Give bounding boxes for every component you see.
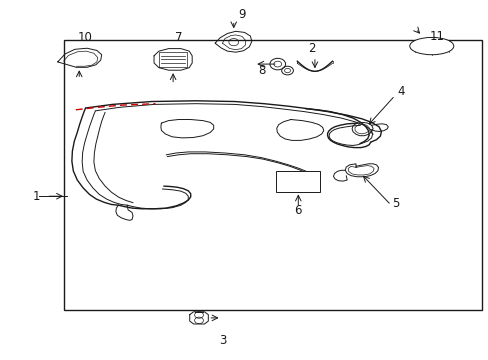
Text: 11: 11	[429, 30, 444, 42]
Text: 5: 5	[391, 197, 399, 210]
Ellipse shape	[409, 37, 453, 55]
Text: 9: 9	[238, 8, 245, 21]
Text: 3: 3	[218, 334, 226, 347]
Text: 2: 2	[307, 42, 315, 55]
Text: 6: 6	[294, 204, 302, 217]
Text: 1: 1	[33, 190, 41, 203]
Text: 4: 4	[396, 85, 404, 98]
Text: 10: 10	[78, 31, 93, 44]
Text: 8: 8	[257, 64, 265, 77]
Text: 7: 7	[174, 31, 182, 44]
Bar	[276, 171, 320, 192]
Bar	[63, 40, 481, 310]
